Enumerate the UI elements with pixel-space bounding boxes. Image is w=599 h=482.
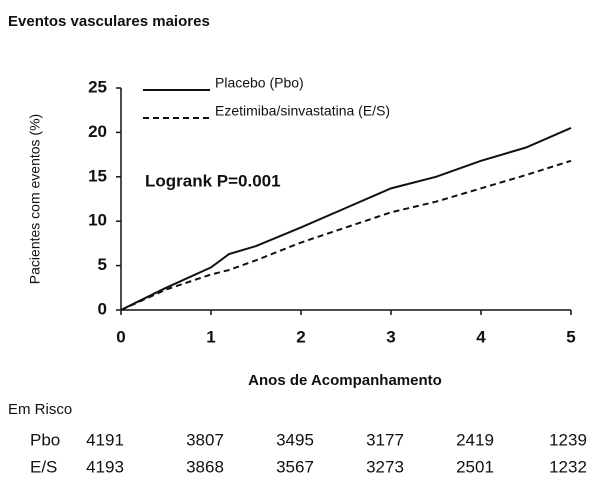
- y-tick-label: 0: [98, 299, 107, 318]
- x-tick-label: 2: [296, 327, 305, 346]
- y-axis-label: Pacientes com eventos (%): [27, 114, 43, 284]
- cell: 3495: [276, 430, 314, 449]
- cell: 2419: [456, 430, 494, 449]
- cell: 3868: [186, 457, 224, 476]
- cell: 1232: [549, 457, 587, 476]
- cell: 3567: [276, 457, 314, 476]
- y-tick-label: 5: [98, 255, 107, 274]
- cell: 1239: [549, 430, 587, 449]
- cell: 3273: [366, 457, 404, 476]
- legend-label: Placebo (Pbo): [215, 75, 304, 91]
- y-tick-label: 10: [88, 211, 107, 230]
- row-label: Pbo: [30, 430, 60, 449]
- x-tick-label: 1: [206, 327, 215, 346]
- x-tick-label: 0: [116, 327, 125, 346]
- y-tick-label: 20: [88, 122, 107, 141]
- y-tick-label: 15: [88, 166, 107, 185]
- table-title: Em Risco: [8, 401, 72, 418]
- cell: 4191: [86, 430, 124, 449]
- annotation: Logrank P=0.001: [145, 171, 281, 190]
- cell: 3177: [366, 430, 404, 449]
- cell: 4193: [86, 457, 124, 476]
- x-axis-label: Anos de Acompanhamento: [248, 372, 442, 389]
- y-tick-label: 25: [88, 77, 107, 96]
- series-line: [120, 127, 572, 311]
- x-tick-label: 5: [566, 327, 575, 346]
- legend-label: Ezetimiba/sinvastatina (E/S): [215, 103, 390, 119]
- x-tick-label: 4: [476, 327, 486, 346]
- cell: 2501: [456, 457, 494, 476]
- chart-title: Eventos vasculares maiores: [8, 13, 210, 30]
- row-label: E/S: [30, 457, 57, 476]
- cell: 3807: [186, 430, 224, 449]
- x-tick-label: 3: [386, 327, 395, 346]
